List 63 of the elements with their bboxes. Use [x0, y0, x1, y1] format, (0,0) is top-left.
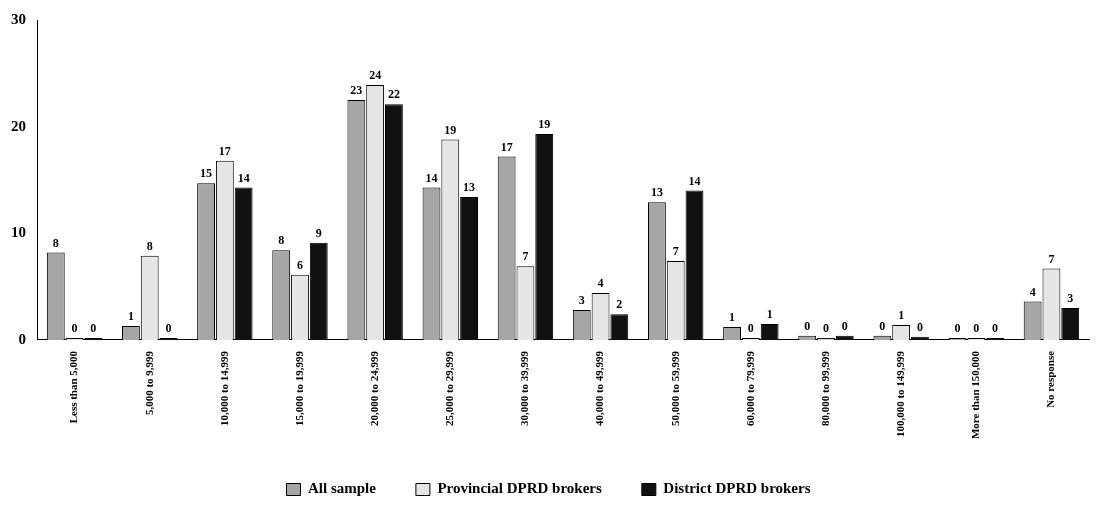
data-label: 24 [369, 68, 382, 83]
data-label: 7 [1048, 251, 1055, 266]
legend-label: District DPRD brokers [663, 480, 811, 497]
data-label: 13 [650, 185, 663, 200]
data-label: 7 [672, 244, 679, 259]
data-label: 0 [71, 321, 78, 335]
data-label: 13 [463, 180, 476, 195]
legend-label: Provincial DPRD brokers [437, 480, 602, 497]
y-tick-label: 20 [11, 117, 26, 134]
data-label: 3 [1067, 291, 1074, 306]
x-tick-label: 10,000 to 14,999 [217, 350, 230, 427]
data-label: 17 [218, 143, 231, 158]
x-tick-label: 100,000 to 149,999 [893, 350, 906, 438]
x-tick-label: 5,000 to 9,999 [142, 350, 155, 416]
x-tick-label: 25,000 to 29,999 [443, 350, 456, 427]
data-label: 23 [350, 83, 363, 98]
data-label: 0 [954, 321, 961, 335]
data-label: 0 [804, 318, 811, 333]
y-tick-label: 30 [11, 10, 26, 27]
data-label: 1 [729, 310, 736, 325]
data-label: 0 [879, 318, 886, 333]
data-label: 9 [315, 225, 322, 240]
x-tick-label: 30,000 to 39,999 [518, 350, 531, 427]
x-tick-label: 80,000 to 99,999 [818, 350, 831, 427]
x-tick-label: 60,000 to 79,999 [743, 350, 756, 427]
data-label: 2 [616, 297, 623, 312]
data-label: 3 [578, 293, 585, 308]
x-tick-label: 40,000 to 49,999 [593, 350, 606, 427]
x-tick-label: No response [1044, 350, 1057, 408]
y-tick-label: 10 [11, 224, 26, 241]
data-label: 0 [841, 318, 848, 333]
data-label: 1 [766, 307, 773, 321]
data-label: 0 [165, 321, 172, 335]
data-label: 0 [90, 321, 97, 335]
data-label: 19 [444, 122, 457, 137]
x-tick-label: 50,000 to 59,999 [668, 350, 681, 427]
legend-label: All sample [307, 480, 377, 497]
x-tick-label: 20,000 to 24,999 [367, 350, 380, 427]
data-label: 8 [52, 235, 59, 250]
data-label: 14 [425, 170, 438, 185]
data-label: 8 [146, 238, 153, 253]
data-label: 15 [200, 166, 213, 181]
data-label: 17 [500, 139, 513, 154]
data-label: 22 [387, 87, 400, 102]
y-tick-label: 0 [18, 330, 26, 347]
data-label: 0 [973, 321, 980, 335]
x-tick-label: Less than 5,000 [67, 350, 80, 424]
data-label: 0 [992, 321, 999, 335]
data-label: 19 [538, 117, 551, 132]
data-label: 14 [688, 173, 701, 188]
data-label: 1 [898, 308, 905, 323]
data-label: 1 [127, 309, 134, 324]
data-label: 4 [1029, 284, 1036, 299]
data-label: 0 [916, 319, 923, 334]
data-label: 7 [522, 249, 529, 264]
x-tick-label: 15,000 to 19,999 [292, 350, 305, 427]
data-label: 8 [278, 233, 285, 248]
data-label: 6 [297, 257, 303, 272]
data-label: 14 [237, 170, 250, 185]
data-label: 0 [747, 321, 754, 335]
data-label: 4 [597, 276, 604, 291]
x-tick-label: More than 150,000 [969, 350, 982, 440]
data-label: 0 [823, 321, 829, 335]
